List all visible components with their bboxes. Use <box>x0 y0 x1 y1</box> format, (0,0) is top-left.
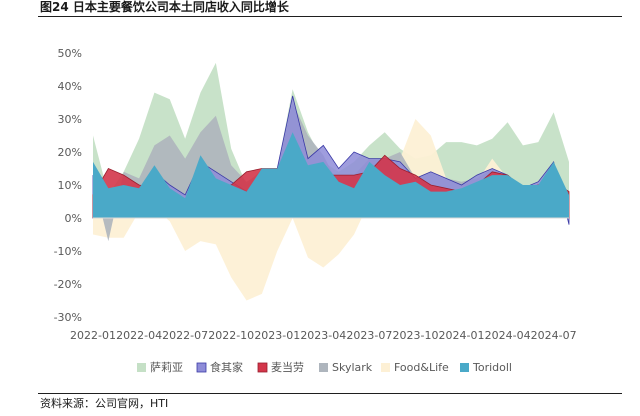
bottom-rule <box>38 393 622 394</box>
y-tick-label: 40% <box>58 80 82 93</box>
y-axis-ticks: 50% 40% 30% 20% 10% 0% -10% -20% -30% <box>54 47 82 324</box>
legend-label: 食其家 <box>210 360 243 374</box>
source-note: 资料来源：公司官网，HTI <box>40 397 169 410</box>
legend-swatch <box>319 363 328 372</box>
x-tick-label: 2024-07 <box>531 329 577 342</box>
legend-swatch <box>257 362 268 373</box>
x-tick-label: 2022-10 <box>208 329 254 342</box>
legend-label: 麦当劳 <box>271 360 304 374</box>
x-tick-label: 2024-01 <box>439 329 485 342</box>
legend-swatch <box>460 363 469 372</box>
legend-swatch <box>381 363 390 372</box>
y-tick-label: 10% <box>58 179 82 192</box>
x-tick-label: 2022-07 <box>162 329 208 342</box>
y-tick-label: 0% <box>65 212 82 225</box>
legend: 萨莉亚 食其家 麦当劳 Skylark Food&Life Toridoll <box>137 360 512 374</box>
x-tick-label: 2023-10 <box>393 329 439 342</box>
legend-label: Toridoll <box>472 361 512 374</box>
top-rule <box>38 16 622 17</box>
series-areas <box>92 62 570 301</box>
y-tick-label: -20% <box>54 278 82 291</box>
x-tick-label: 2022-01 <box>70 329 116 342</box>
legend-swatch <box>196 362 207 373</box>
legend-label: Food&Life <box>394 361 449 374</box>
figure-title: 图24 日本主要餐饮公司本土同店收入同比增长 <box>40 0 289 14</box>
x-tick-label: 2023-07 <box>346 329 392 342</box>
legend-label: 萨莉亚 <box>150 361 183 374</box>
y-tick-label: -10% <box>54 245 82 258</box>
x-tick-label: 2024-04 <box>485 329 531 342</box>
x-tick-label: 2023-01 <box>254 329 300 342</box>
y-tick-label: -30% <box>54 311 82 324</box>
x-tick-label: 2023-04 <box>300 329 346 342</box>
x-tick-label: 2022-04 <box>116 329 162 342</box>
series-area-5 <box>93 132 569 218</box>
y-tick-label: 30% <box>58 113 82 126</box>
legend-swatch <box>137 363 146 372</box>
x-axis-ticks: 2022-01 2022-04 2022-07 2022-10 2023-01 2023-… <box>70 329 577 342</box>
legend-label: Skylark <box>332 361 373 374</box>
y-tick-label: 20% <box>58 146 82 159</box>
y-tick-label: 50% <box>58 47 82 60</box>
